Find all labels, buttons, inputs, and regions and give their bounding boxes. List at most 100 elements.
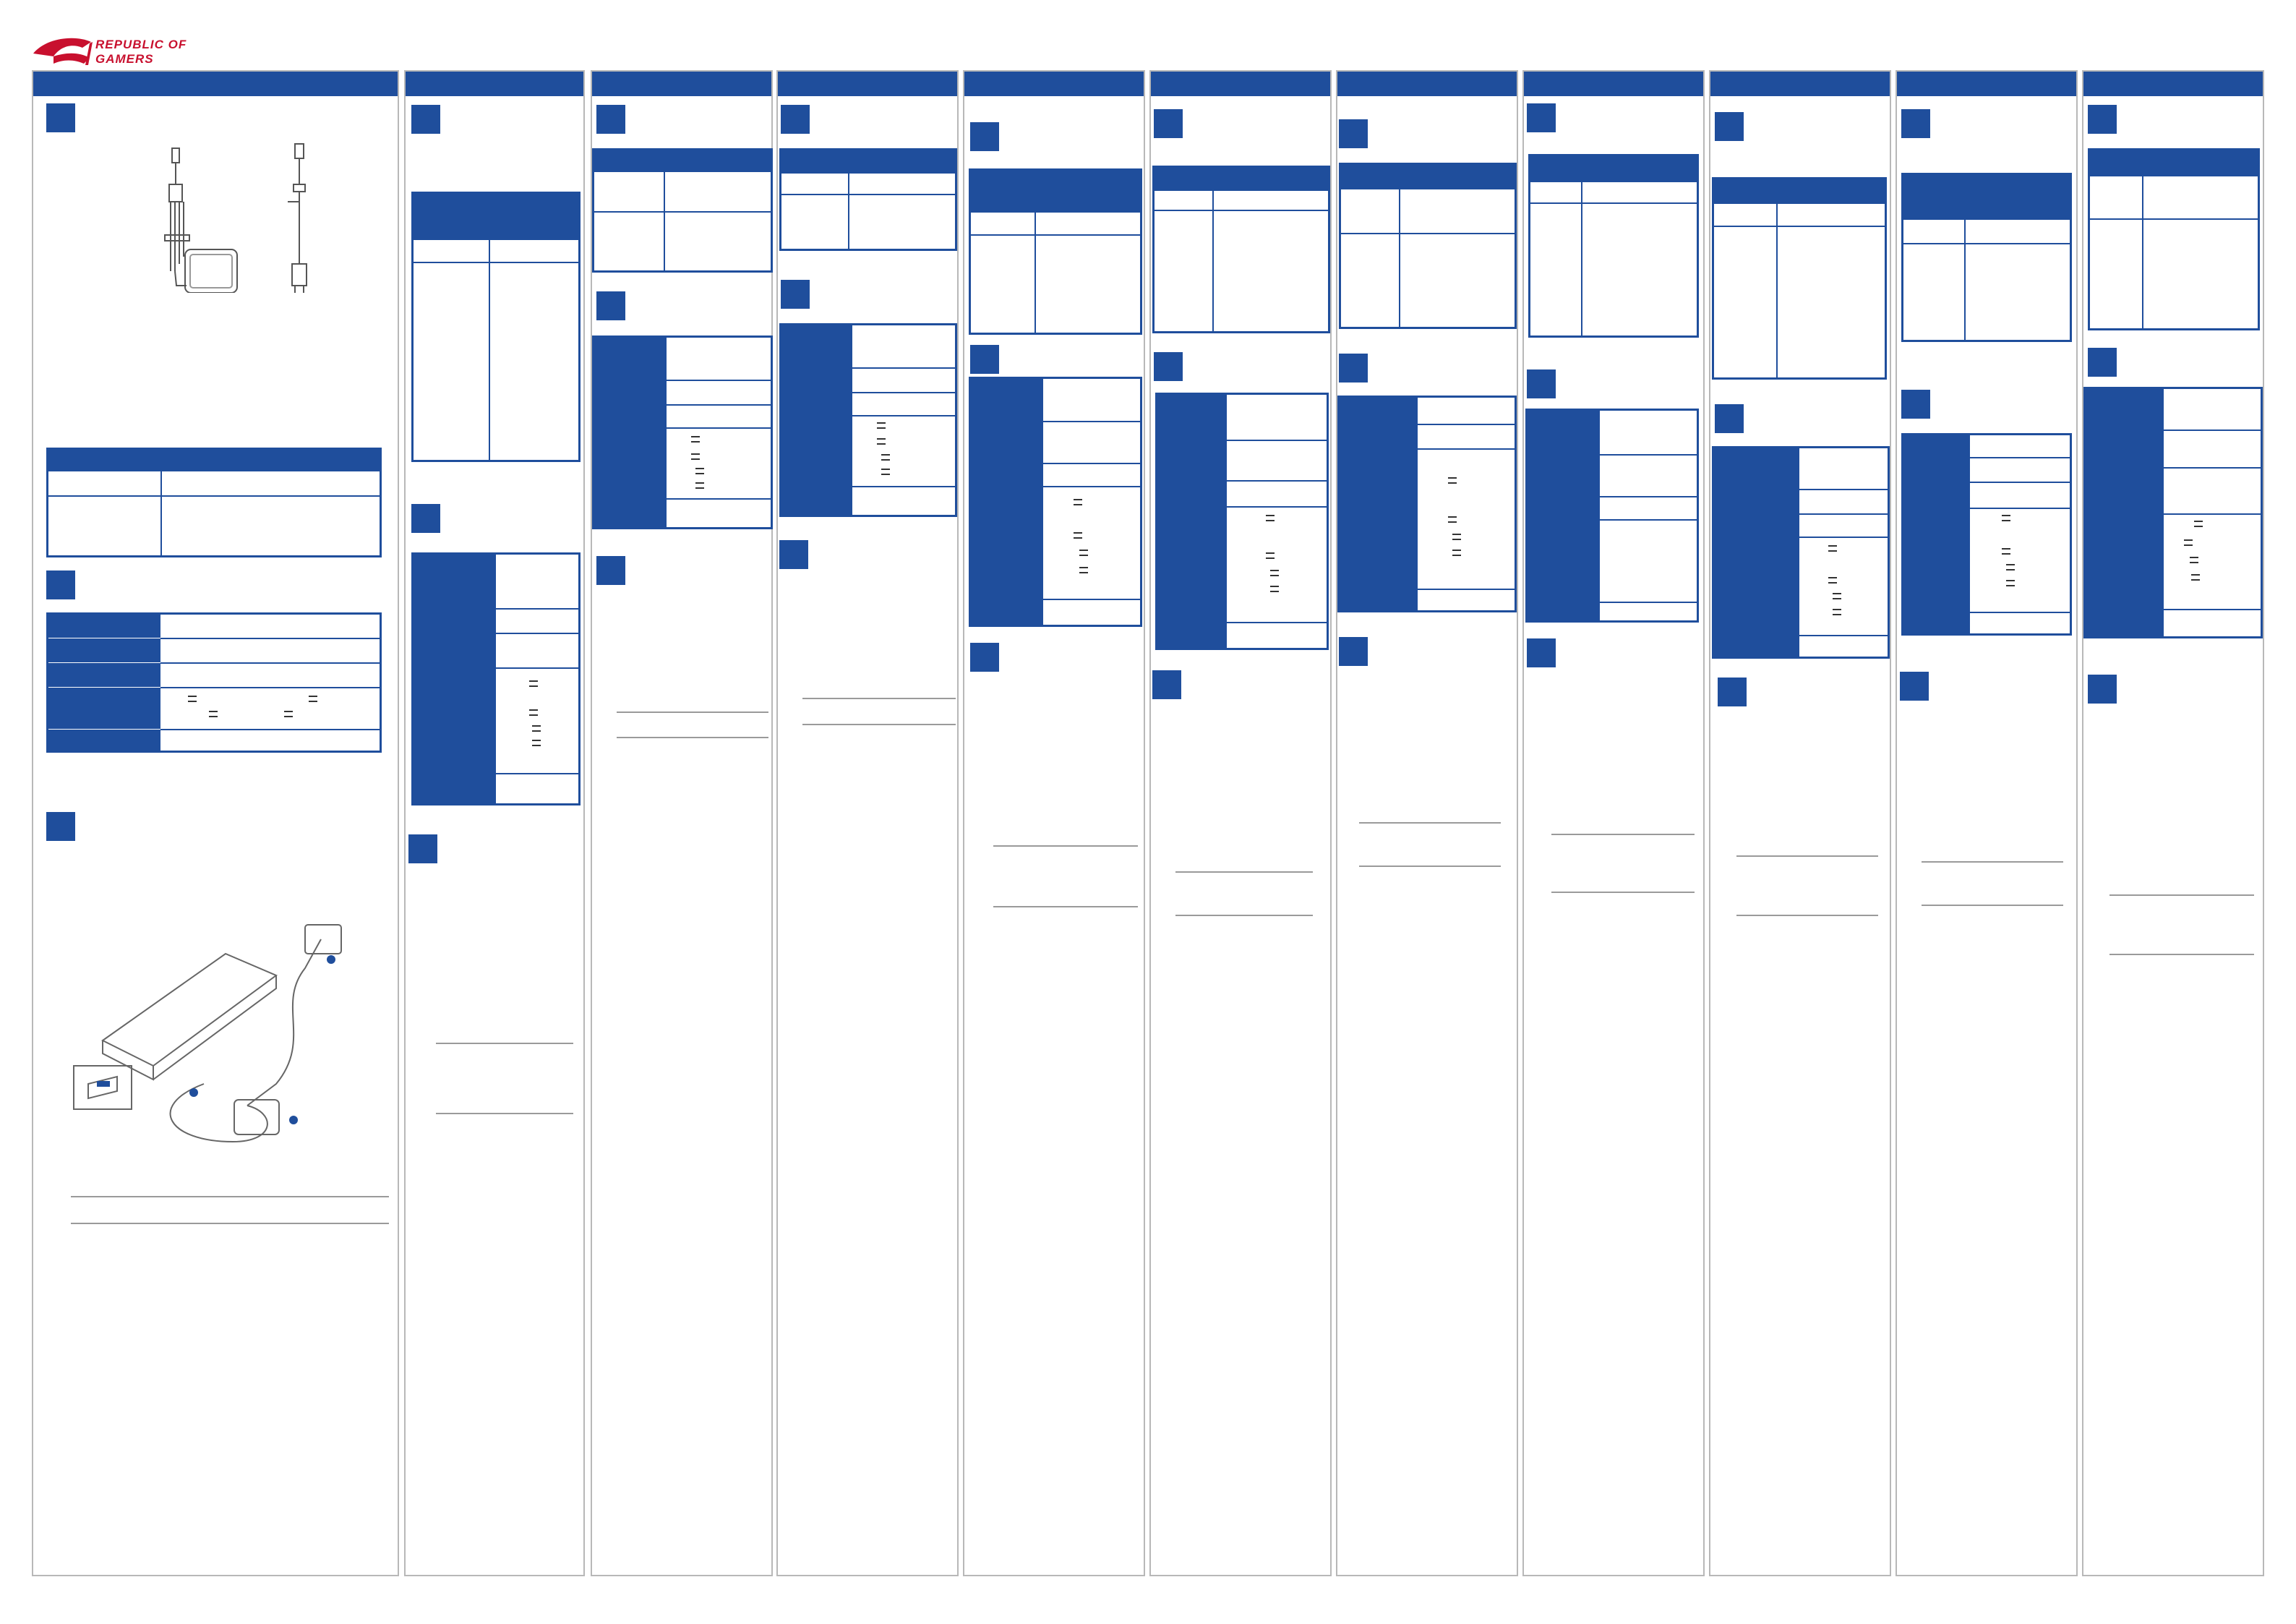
table-divider <box>1776 179 1778 377</box>
table-divider <box>1581 156 1582 336</box>
label-table <box>592 336 773 529</box>
divider-rule <box>617 737 768 738</box>
table-label-column <box>1714 448 1799 657</box>
row-rule <box>1227 440 1327 441</box>
row-rule <box>160 662 380 664</box>
section-marker <box>1901 109 1930 138</box>
glyph-mark <box>1074 532 1082 539</box>
label-table <box>1525 409 1699 623</box>
glyph-mark <box>2194 521 2203 527</box>
laptop-illustration <box>73 924 342 1143</box>
table-divider <box>1212 168 1214 331</box>
table-divider <box>489 194 490 460</box>
divider-rule <box>436 1043 573 1044</box>
table-header <box>1155 168 1328 191</box>
section-marker <box>2088 348 2117 377</box>
table-label-column <box>1903 435 1970 633</box>
logo-text-line1: REPUBLIC OF <box>95 38 187 51</box>
row-rule <box>1600 496 1697 497</box>
section-marker <box>1152 670 1181 699</box>
glyph-mark <box>1266 515 1275 521</box>
label-table <box>779 323 957 517</box>
glyph-mark <box>284 711 293 717</box>
section-marker <box>1339 637 1368 666</box>
divider-rule <box>71 1223 389 1224</box>
section-marker <box>411 504 440 533</box>
table-divider <box>848 150 849 249</box>
glyph-mark <box>532 725 541 732</box>
glyph-mark <box>2002 515 2010 521</box>
panel-header <box>1151 72 1330 96</box>
glyph-mark <box>1833 593 1841 599</box>
row-rule <box>2164 429 2261 431</box>
section-marker <box>1527 638 1556 667</box>
table-rule <box>594 211 771 213</box>
section-marker <box>596 291 625 320</box>
table-header <box>48 450 380 471</box>
section-marker <box>970 643 999 672</box>
panel-3 <box>591 70 773 1576</box>
table-rule <box>781 194 955 195</box>
row-rule <box>1799 513 1888 515</box>
panel-9 <box>1709 70 1891 1576</box>
panel-header <box>2083 72 2263 96</box>
row-rule <box>1043 486 1140 487</box>
table-divider <box>160 450 162 555</box>
divider-rule <box>1736 915 1878 916</box>
section-marker <box>1715 112 1744 141</box>
section-marker <box>411 105 440 134</box>
panel-header <box>33 72 398 96</box>
row-rule <box>1043 421 1140 422</box>
row-rule <box>1970 508 2070 509</box>
panel-header <box>592 72 771 96</box>
section-marker <box>1154 352 1183 381</box>
divider-rule <box>993 845 1138 847</box>
table-label-column <box>971 379 1043 625</box>
table-header <box>2090 150 2258 176</box>
divider-rule <box>1175 915 1313 916</box>
table-label-column <box>48 615 160 751</box>
glyph-mark <box>1448 516 1457 523</box>
row-rule <box>667 427 771 429</box>
row-rule <box>2164 609 2261 610</box>
label-table <box>411 552 581 805</box>
table-header <box>414 194 578 240</box>
divider-rule <box>1922 905 2063 906</box>
row-rule <box>48 687 160 688</box>
row-rule <box>48 729 160 730</box>
table-divider <box>1964 175 1966 340</box>
row-rule <box>160 638 380 639</box>
table-header <box>1714 179 1885 204</box>
logo-text-line2: GAMERS <box>95 52 154 66</box>
row-rule <box>1418 424 1515 425</box>
glyph-mark <box>1266 552 1275 559</box>
table-label-column <box>414 555 496 803</box>
label-table <box>1337 396 1517 612</box>
glyph-mark <box>691 453 700 460</box>
glyph-mark <box>881 469 890 475</box>
section-marker <box>1718 678 1747 706</box>
divider-rule <box>802 698 956 699</box>
panel-header <box>964 72 1144 96</box>
section-marker <box>2088 675 2117 704</box>
row-rule <box>667 404 771 406</box>
glyph-mark <box>2006 564 2015 570</box>
label-table <box>2083 387 2263 638</box>
table-label-column <box>1157 395 1227 648</box>
panel-header <box>1524 72 1703 96</box>
logo-wordmark: REPUBLIC OF GAMERS <box>95 38 187 67</box>
panel-1 <box>32 70 399 1576</box>
row-rule <box>852 392 955 393</box>
row-rule <box>1043 463 1140 464</box>
row-rule <box>1970 457 2070 458</box>
section-marker <box>1527 103 1556 132</box>
divider-rule <box>436 1113 573 1114</box>
spec-table <box>46 448 382 557</box>
spec-table <box>592 148 773 273</box>
row-rule <box>1970 612 2070 613</box>
section-marker <box>1715 404 1744 433</box>
glyph-mark <box>1833 609 1841 615</box>
table-rule <box>1714 226 1885 227</box>
row-rule <box>1418 448 1515 450</box>
row-rule <box>1799 635 1888 636</box>
